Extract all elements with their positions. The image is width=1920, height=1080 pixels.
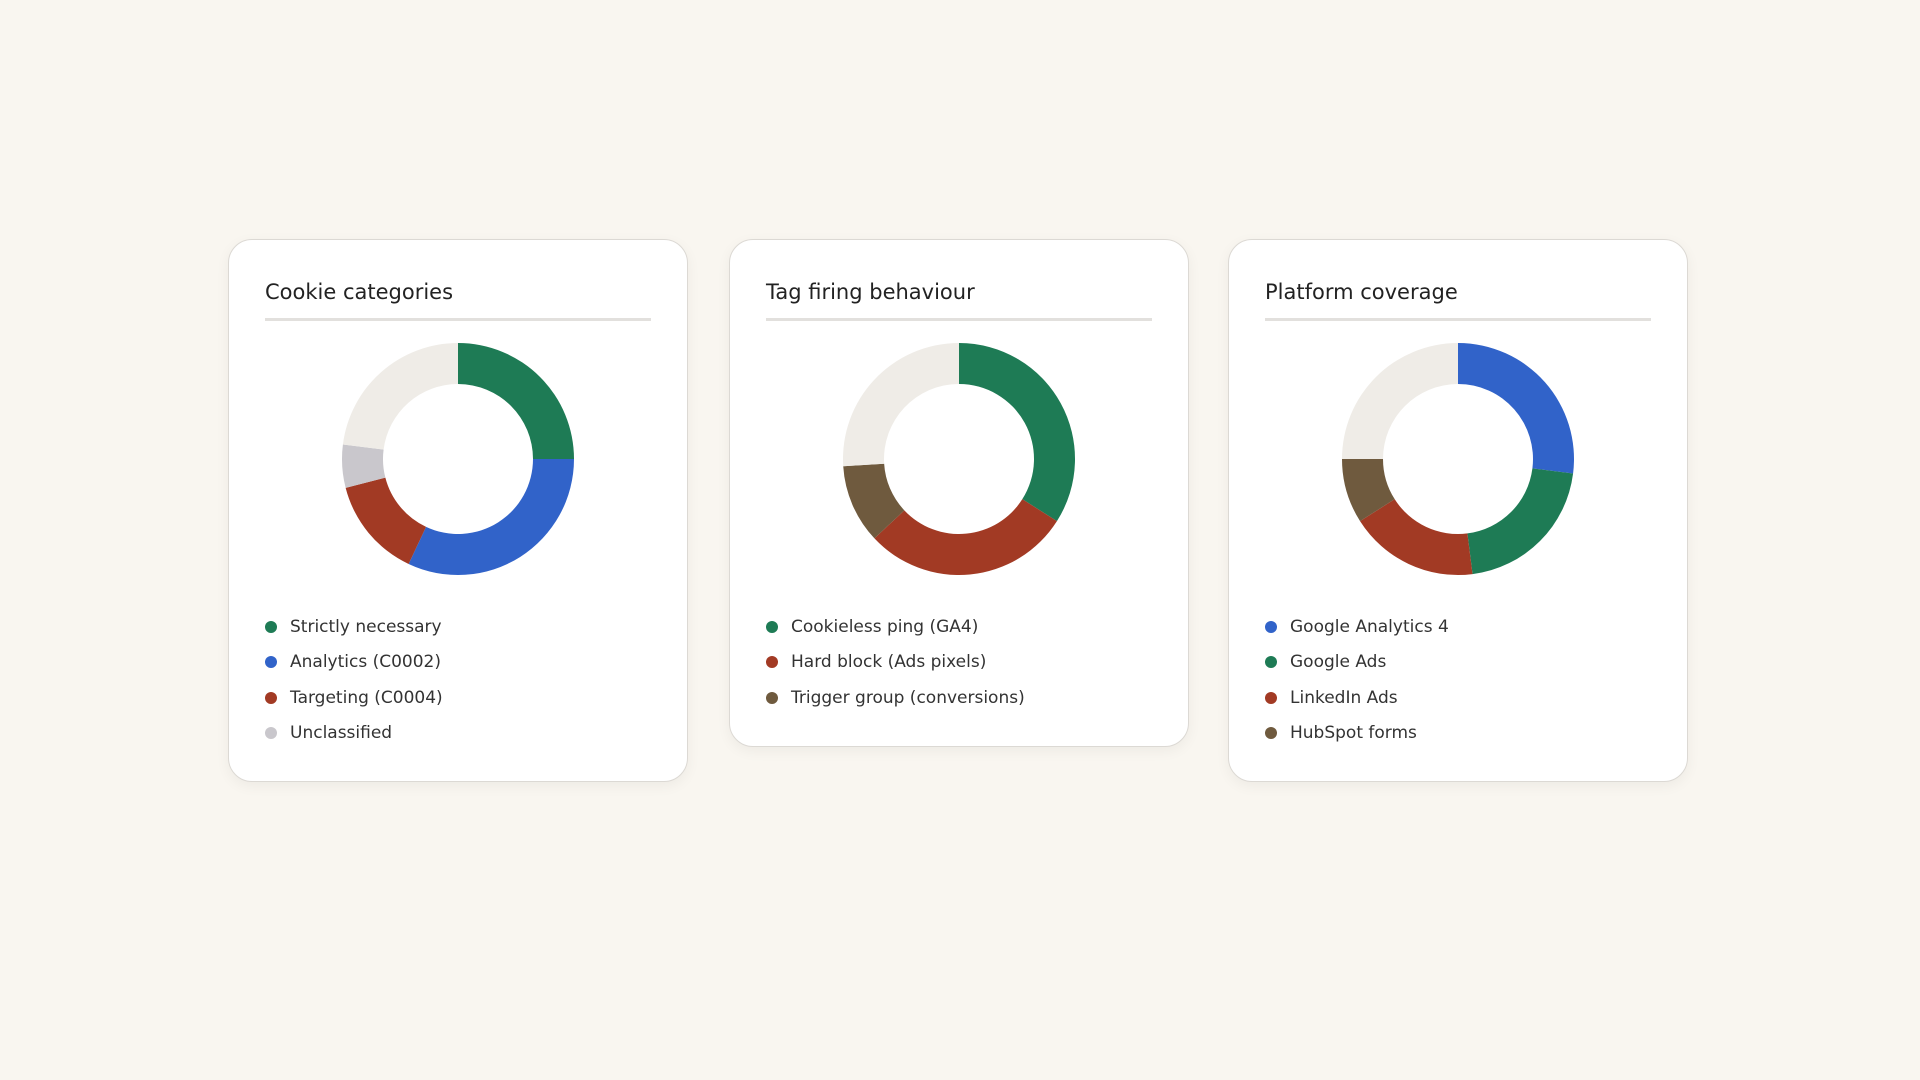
legend-item: Strictly necessary — [265, 609, 651, 645]
donut-segment — [342, 343, 458, 450]
donut-segment — [342, 444, 386, 488]
legend-swatch — [1265, 620, 1277, 633]
donut-segment — [1360, 499, 1473, 575]
legend-item: Trigger group (conversions) — [766, 680, 1152, 716]
legend-swatch — [265, 727, 277, 740]
donut-segment — [1342, 343, 1458, 459]
chart-card: Platform coverage Google Analytics 4 Googl… — [1228, 239, 1688, 782]
legend-swatch — [265, 691, 277, 704]
legend-item: Cookieless ping (GA4) — [766, 609, 1152, 645]
legend-label: Google Analytics 4 — [1290, 616, 1449, 637]
legend: Google Analytics 4 Google Ads LinkedIn Ads… — [1265, 609, 1651, 751]
legend-label: Analytics (C0002) — [290, 652, 441, 673]
legend-item: Google Ads — [1265, 645, 1651, 681]
card-title: Cookie categories — [265, 280, 454, 304]
legend-item: HubSpot forms — [1265, 716, 1651, 752]
donut-segment — [843, 343, 959, 467]
divider — [1265, 318, 1651, 321]
legend-swatch — [265, 620, 277, 633]
legend-label: Targeting (C0004) — [290, 687, 443, 708]
legend-swatch — [766, 691, 778, 704]
card-title: Platform coverage — [1265, 280, 1458, 304]
legend-label: HubSpot forms — [1290, 723, 1417, 744]
legend-item: LinkedIn Ads — [1265, 680, 1651, 716]
legend-item: Hard block (Ads pixels) — [766, 645, 1152, 681]
donut-chart — [1342, 343, 1574, 575]
legend-swatch — [766, 620, 778, 633]
donut-segment — [959, 343, 1075, 522]
legend: Cookieless ping (GA4) Hard block (Ads pix… — [766, 609, 1152, 716]
chart-card: Tag firing behaviour Cookieless ping (GA4… — [729, 239, 1189, 747]
divider — [265, 318, 651, 321]
legend-swatch — [766, 656, 778, 669]
legend-swatch — [1265, 727, 1277, 740]
donut-segment — [408, 459, 574, 575]
legend-label: Strictly necessary — [290, 616, 442, 637]
donut-segment — [1467, 468, 1574, 575]
legend-swatch — [1265, 691, 1277, 704]
donut-segment — [345, 477, 427, 564]
legend-label: LinkedIn Ads — [1290, 687, 1398, 708]
donut-chart — [843, 343, 1075, 575]
donut-segment — [874, 499, 1057, 575]
legend-item: Targeting (C0004) — [265, 680, 651, 716]
legend-label: Hard block (Ads pixels) — [791, 652, 987, 673]
legend-label: Unclassified — [290, 723, 393, 744]
legend-label: Google Ads — [1290, 652, 1387, 673]
legend-item: Unclassified — [265, 716, 651, 752]
legend-item: Google Analytics 4 — [1265, 609, 1651, 645]
legend-item: Analytics (C0002) — [265, 645, 651, 681]
divider — [766, 318, 1152, 321]
legend-label: Cookieless ping (GA4) — [791, 616, 979, 637]
legend-label: Trigger group (conversions) — [791, 687, 1025, 708]
donut-segment — [1458, 343, 1574, 474]
legend: Strictly necessary Analytics (C0002) Targe… — [265, 609, 651, 751]
donut-segment — [458, 343, 574, 459]
card-title: Tag firing behaviour — [766, 280, 975, 304]
donut-segment — [1342, 459, 1395, 522]
donut-chart — [342, 343, 574, 575]
donut-segment — [843, 463, 905, 539]
legend-swatch — [1265, 656, 1277, 669]
chart-card: Cookie categories Strictly necessary Analy… — [228, 239, 688, 782]
legend-swatch — [265, 656, 277, 669]
